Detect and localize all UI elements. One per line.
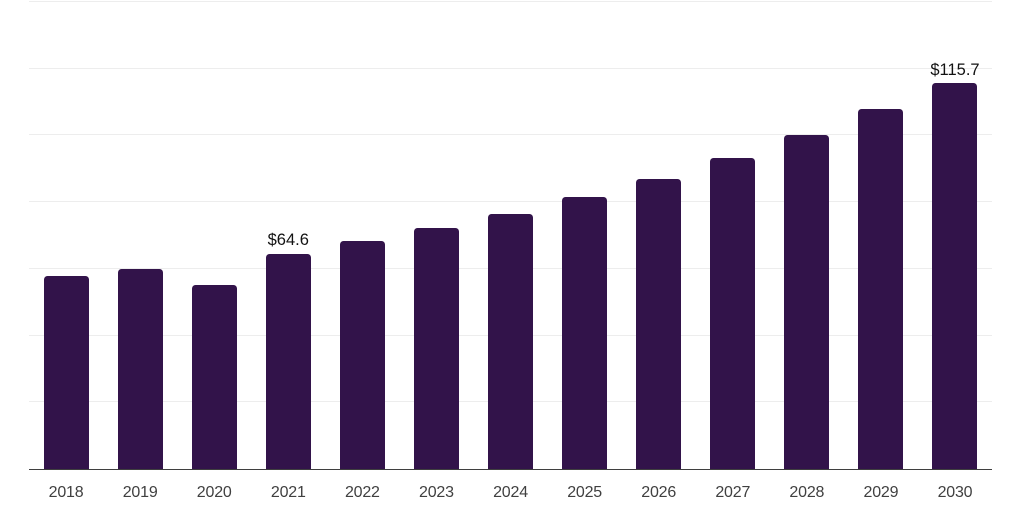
bar-column-2030: $115.7 [918,2,992,469]
bar-value-label-2030: $115.7 [930,60,980,79]
bar-column-2024 [473,2,547,469]
bar-value-label-2021: $64.6 [267,231,309,250]
bar-column-2018 [29,2,103,469]
bar-2018[interactable] [43,276,89,469]
gridline-140 [29,1,992,2]
bar-2025[interactable] [562,197,608,469]
bar-2023[interactable] [413,227,459,469]
x-tick-label-2022: 2022 [344,484,380,501]
x-tick-label-2030: 2030 [937,484,973,501]
bar-column-2019 [103,2,177,469]
bars-row: $64.6 $115.7 [29,2,992,469]
x-tick-label-2028: 2028 [789,484,825,501]
bar-column-2027 [696,2,770,469]
x-tick-label-2029: 2029 [863,484,899,501]
bar-2022[interactable] [339,241,385,469]
x-tick-label-2027: 2027 [715,484,751,501]
x-tick-label-2023: 2023 [419,484,454,501]
x-tick-label-2025: 2025 [567,484,602,501]
bar-column-2028 [770,2,844,469]
bar-column-2025 [548,2,622,469]
bar-2021[interactable] [265,253,311,469]
bar-2029[interactable] [858,109,904,469]
bar-2030[interactable] [932,83,978,469]
bar-2020[interactable] [191,284,237,469]
bar-column-2022 [325,2,399,469]
bar-column-2020 [177,2,251,469]
gridline-100 [29,134,992,136]
x-tick-label-2018: 2018 [48,484,84,501]
gridline-120 [29,67,992,69]
x-tick-label-2026: 2026 [641,484,677,501]
plot-area: $64.6 $115.7 [29,1,992,470]
bar-column-2029 [844,2,918,469]
x-tick-label-2024: 2024 [493,484,528,501]
x-tick-label-2019: 2019 [122,484,158,501]
x-axis: 2018 2019 2020 2021 2022 2023 2024 2025 2026 2027… [29,471,992,502]
bar-2026[interactable] [636,179,682,469]
bar-2024[interactable] [488,214,533,469]
bar-column-2023 [399,2,473,469]
bar-2027[interactable] [710,158,756,469]
bar-column-2026 [622,2,696,469]
gridline-80 [29,201,992,203]
bar-column-2021: $64.6 [251,2,325,469]
bar-2028[interactable] [784,135,830,469]
x-tick-label-2021: 2021 [270,484,306,501]
x-tick-label-2020: 2020 [196,484,232,501]
bar-2019[interactable] [117,268,163,469]
